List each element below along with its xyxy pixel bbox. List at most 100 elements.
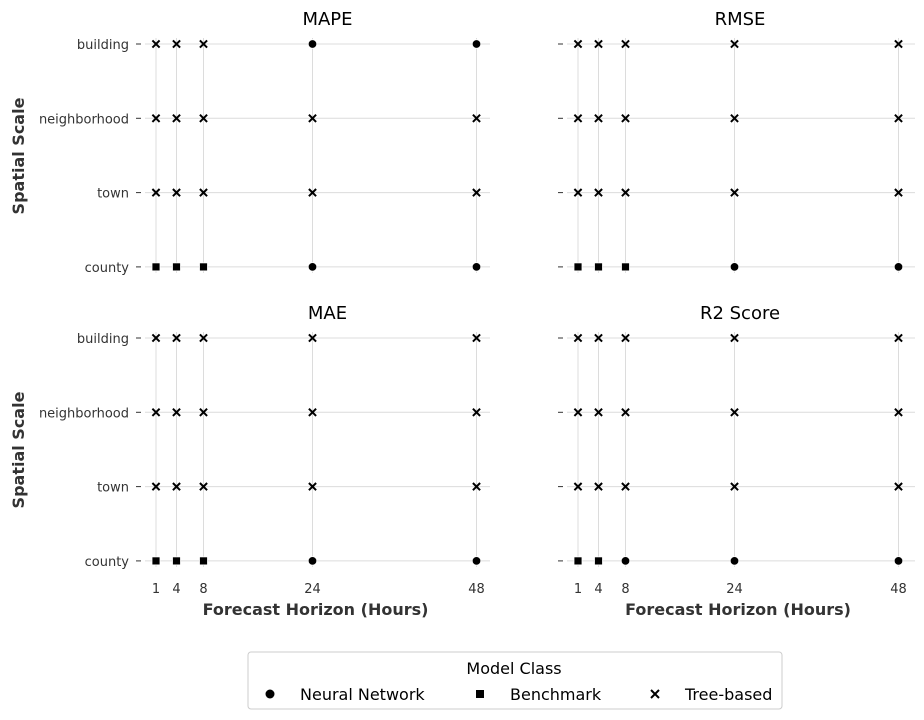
point-tree-based	[199, 113, 208, 123]
point-tree-based	[151, 113, 161, 123]
point-tree-based	[199, 188, 208, 197]
point-benchmark	[621, 262, 630, 272]
point-tree-based	[151, 333, 161, 343]
point-tree-based	[894, 482, 903, 491]
point-tree-based	[199, 482, 208, 491]
point-neural-network	[471, 262, 482, 272]
point-tree-based	[199, 407, 208, 417]
legend-square-icon	[476, 690, 484, 698]
point-tree-based	[894, 407, 903, 417]
point-tree-based	[594, 333, 603, 343]
y-tick-label: county	[85, 555, 130, 570]
point-neural-network	[729, 556, 740, 566]
point-tree-based	[172, 407, 181, 417]
point-tree-based	[172, 39, 181, 49]
point-tree-based	[573, 188, 583, 197]
point-tree-based	[894, 113, 903, 123]
point-tree-based	[621, 482, 630, 491]
x-tick-label: 4	[172, 582, 180, 597]
y-tick-label: building	[77, 38, 129, 53]
point-tree-based	[594, 482, 603, 491]
point-tree-based	[199, 333, 208, 343]
x-tick-label: 4	[594, 582, 602, 597]
point-neural-network	[307, 262, 318, 272]
panel-title: R2 Score	[700, 303, 780, 324]
point-tree-based	[308, 482, 317, 491]
point-tree-based	[730, 482, 739, 491]
point-tree-based	[894, 39, 903, 49]
point-tree-based	[199, 39, 208, 49]
point-tree-based	[308, 188, 317, 197]
point-benchmark	[199, 556, 208, 566]
point-tree-based	[472, 482, 481, 491]
point-tree-based	[621, 333, 630, 343]
point-benchmark	[151, 556, 161, 566]
y-tick-label: neighborhood	[39, 112, 129, 127]
point-tree-based	[472, 113, 481, 123]
point-neural-network	[729, 262, 740, 272]
point-tree-based	[730, 333, 739, 343]
point-tree-based	[621, 407, 630, 417]
point-benchmark	[151, 262, 161, 272]
point-neural-network	[307, 556, 318, 566]
point-tree-based	[573, 113, 583, 123]
point-neural-network	[620, 556, 631, 566]
point-tree-based	[894, 333, 903, 343]
x-tick-label: 1	[574, 582, 582, 597]
y-tick-label: neighborhood	[39, 406, 129, 421]
point-tree-based	[472, 188, 481, 197]
point-tree-based	[172, 113, 181, 123]
legend-box	[247, 651, 783, 710]
point-benchmark	[199, 262, 208, 272]
point-tree-based	[151, 482, 161, 491]
point-tree-based	[308, 407, 317, 417]
point-tree-based	[308, 333, 317, 343]
point-neural-network	[471, 556, 482, 566]
point-benchmark	[573, 262, 583, 272]
legend-label: Tree-based	[684, 685, 772, 704]
x-tick-label: 24	[726, 582, 743, 597]
point-tree-based	[172, 188, 181, 197]
point-tree-based	[573, 407, 583, 417]
legend-label: Neural Network	[300, 685, 425, 704]
x-tick-label: 8	[621, 582, 629, 597]
x-tick-label: 8	[199, 582, 207, 597]
legend-title: Model Class	[466, 659, 561, 678]
point-neural-network	[893, 262, 904, 272]
x-tick-label: 48	[468, 582, 485, 597]
point-tree-based	[621, 39, 630, 49]
point-tree-based	[594, 113, 603, 123]
point-tree-based	[730, 113, 739, 123]
point-tree-based	[151, 407, 161, 417]
point-tree-based	[594, 39, 603, 49]
point-neural-network	[893, 556, 904, 566]
legend-circle-icon	[265, 689, 275, 699]
point-tree-based	[573, 482, 583, 491]
point-tree-based	[730, 407, 739, 417]
point-tree-based	[894, 188, 903, 197]
panel-title: MAPE	[302, 9, 352, 30]
point-neural-network	[307, 39, 318, 49]
point-tree-based	[151, 188, 161, 197]
legend-x-icon	[650, 689, 660, 699]
panel-title: RMSE	[715, 9, 766, 30]
point-benchmark	[172, 262, 181, 272]
point-tree-based	[573, 333, 583, 343]
x-tick-label: 48	[890, 582, 907, 597]
x-axis-label: Forecast Horizon (Hours)	[203, 600, 429, 619]
point-tree-based	[573, 39, 583, 49]
point-neural-network	[471, 39, 482, 49]
y-axis-label: Spatial Scale	[9, 97, 28, 214]
point-benchmark	[573, 556, 583, 566]
point-benchmark	[594, 262, 603, 272]
y-axis-label: Spatial Scale	[9, 391, 28, 508]
point-benchmark	[594, 556, 603, 566]
point-tree-based	[621, 188, 630, 197]
y-tick-label: building	[77, 332, 129, 347]
y-tick-label: town	[97, 187, 129, 202]
point-tree-based	[594, 407, 603, 417]
point-tree-based	[730, 39, 739, 49]
panel-title: MAE	[308, 303, 347, 324]
legend-label: Benchmark	[510, 685, 602, 704]
